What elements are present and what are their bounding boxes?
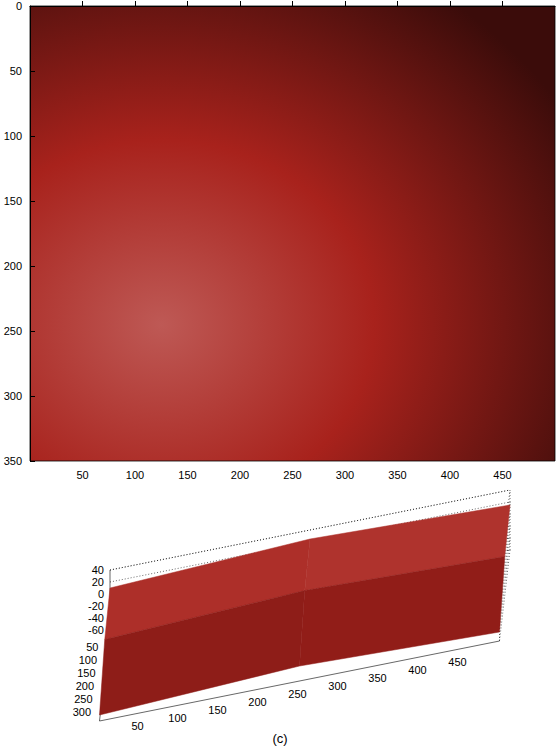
svg-text:40: 40 [92,564,104,576]
svg-text:100: 100 [79,654,97,666]
svg-text:450: 450 [448,656,466,668]
svg-text:200: 200 [248,696,266,708]
svg-text:200: 200 [76,680,94,692]
svg-text:400: 400 [441,469,459,481]
svg-text:250: 250 [288,688,306,700]
svg-text:250: 250 [4,325,22,337]
svg-text:350: 350 [388,469,406,481]
svg-text:450: 450 [493,469,511,481]
svg-text:-20: -20 [88,600,104,612]
svg-text:300: 300 [328,680,346,692]
svg-text:150: 150 [4,195,22,207]
svg-text:400: 400 [408,664,426,676]
svg-text:150: 150 [77,667,95,679]
svg-text:200: 200 [4,260,22,272]
svg-text:20: 20 [92,576,104,588]
svg-text:300: 300 [4,390,22,402]
svg-text:50: 50 [10,65,22,77]
svg-text:300: 300 [73,706,91,718]
svg-text:150: 150 [178,469,196,481]
svg-text:350: 350 [4,455,22,467]
svg-text:50: 50 [76,469,88,481]
svg-text:200: 200 [231,469,249,481]
svg-text:(c): (c) [272,731,287,746]
svg-text:100: 100 [168,712,186,724]
svg-text:100: 100 [4,130,22,142]
svg-text:100: 100 [126,469,144,481]
svg-text:250: 250 [283,469,301,481]
svg-text:0: 0 [16,0,22,12]
svg-text:150: 150 [208,704,226,716]
svg-text:300: 300 [336,469,354,481]
svg-text:50: 50 [131,720,143,732]
svg-text:350: 350 [368,672,386,684]
svg-text:-40: -40 [88,612,104,624]
svg-text:50: 50 [86,641,98,653]
svg-text:0: 0 [98,588,104,600]
svg-text:250: 250 [74,693,92,705]
svg-text:-60: -60 [88,624,104,636]
